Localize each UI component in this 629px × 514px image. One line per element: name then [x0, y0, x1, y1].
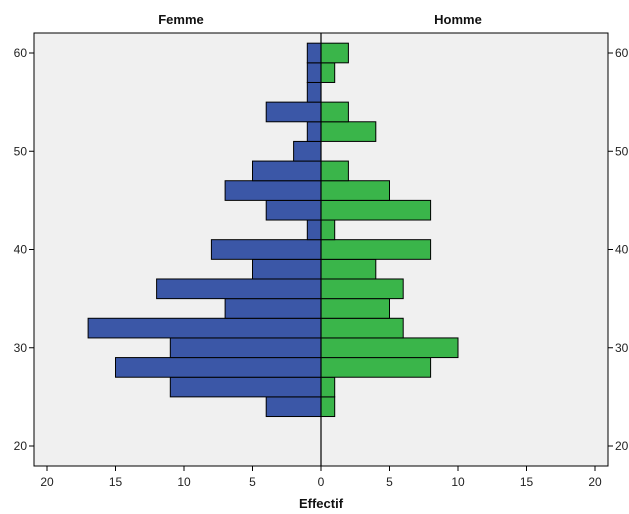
y-tick-label-right: 20 — [615, 439, 629, 453]
x-axis-ticks: 20 15 10 5 0 5 10 15 20 — [40, 466, 602, 489]
bar-femme — [265, 101, 322, 123]
y-axis-right-ticks: 20 30 40 50 60 — [608, 46, 629, 453]
bar-homme — [320, 376, 336, 398]
bar-femme — [115, 357, 322, 378]
x-tick-label: 15 — [109, 475, 123, 489]
bar-femme — [156, 278, 322, 300]
y-tick-label-right: 30 — [615, 341, 629, 355]
bar-femme — [293, 140, 322, 162]
x-tick-label: 0 — [318, 475, 325, 489]
y-tick-label-left: 30 — [14, 341, 28, 355]
bar-femme — [265, 199, 322, 221]
x-tick-label: 20 — [588, 475, 602, 489]
x-tick-label: 10 — [177, 475, 191, 489]
bar-femme — [306, 121, 322, 142]
bar-homme — [320, 396, 336, 418]
panel-title-femme: Femme — [158, 12, 204, 27]
bar-femme — [210, 239, 322, 260]
y-tick-label-left: 20 — [14, 439, 28, 453]
bar-homme — [320, 357, 432, 378]
bar-homme — [320, 219, 336, 241]
bar-femme — [252, 160, 322, 182]
y-tick-label-left: 50 — [14, 144, 28, 158]
y-axis-left-ticks: 20 30 40 50 60 — [14, 46, 34, 453]
bar-homme — [320, 180, 390, 201]
bar-femme — [265, 396, 322, 418]
x-tick-label: 10 — [451, 475, 465, 489]
bar-femme — [306, 62, 322, 83]
y-tick-label-right: 40 — [615, 243, 629, 257]
y-tick-label-right: 50 — [615, 144, 629, 158]
y-tick-label-left: 60 — [14, 46, 28, 60]
bar-homme — [320, 62, 336, 83]
bar-femme — [169, 337, 322, 359]
bar-homme — [320, 101, 349, 123]
bar-homme — [320, 42, 349, 64]
bar-homme — [320, 199, 432, 221]
bar-femme — [224, 298, 322, 319]
bar-homme — [320, 278, 404, 300]
x-tick-label: 5 — [386, 475, 393, 489]
bar-femme — [306, 42, 322, 64]
bar-femme — [87, 317, 322, 339]
y-tick-label-right: 60 — [615, 46, 629, 60]
bar-homme — [320, 317, 404, 339]
panel-title-homme: Homme — [434, 12, 482, 27]
bar-femme — [224, 180, 322, 201]
bar-homme — [320, 337, 459, 359]
x-tick-label: 5 — [249, 475, 256, 489]
bar-femme — [252, 258, 322, 280]
bar-homme — [320, 121, 377, 142]
bar-homme — [320, 239, 432, 260]
bar-homme — [320, 298, 390, 319]
bar-homme — [320, 258, 377, 280]
bar-femme — [306, 219, 322, 241]
bar-femme — [169, 376, 322, 398]
homme-bars — [320, 42, 459, 418]
x-tick-label: 20 — [40, 475, 54, 489]
bar-homme — [320, 160, 349, 182]
x-tick-label: 15 — [520, 475, 534, 489]
y-tick-label-left: 40 — [14, 243, 28, 257]
x-axis-title: Effectif — [299, 496, 344, 511]
bar-femme — [306, 81, 322, 103]
